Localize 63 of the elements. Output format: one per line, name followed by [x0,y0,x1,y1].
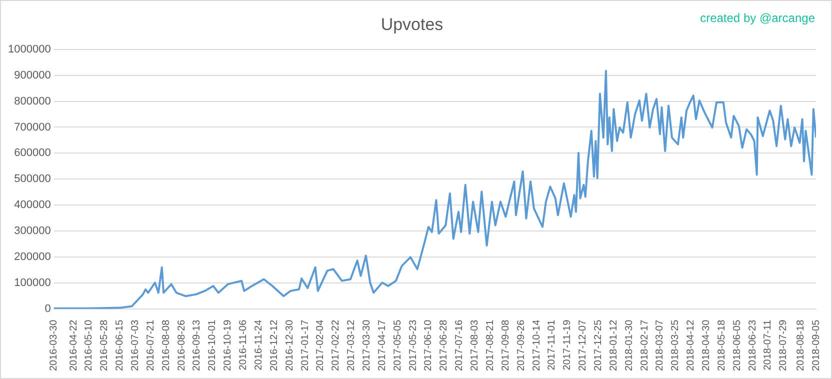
x-tick-label: 2017-02-22 [330,319,342,372]
chart-title: Upvotes [380,14,444,34]
x-tick-label: 2017-06-10 [423,319,434,372]
x-tick-label: 2018-04-12 [686,319,697,372]
y-tick-label: 900000 [14,69,51,82]
x-tick-label: 2017-08-03 [470,319,481,372]
x-tick-label: 2017-07-16 [454,319,466,372]
x-tick-label: 2016-10-01 [207,319,218,372]
x-tick-label: 2017-09-08 [500,319,512,372]
text: created by @arcange [700,11,815,25]
x-tick-label: 2017-03-30 [362,319,373,372]
x-tick-label: 2017-11-01 [546,319,558,370]
x-tick-label: 2017-09-26 [516,319,527,372]
x-tick-label: 2016-06-15 [114,319,126,372]
x-tick-label: 2017-10-14 [531,319,542,372]
x-tick-label: 2016-04-22 [68,319,80,372]
x-tick-label: 2016-07-03 [130,319,142,372]
y-tick-label: 700000 [14,121,51,134]
x-tick-label: 2016-12-30 [284,319,296,372]
x-tick-label: 2017-03-12 [346,319,358,372]
y-tick-label: 800000 [14,95,51,108]
x-tick-label: 2018-08-18 [795,319,806,372]
x-tick-label: 2018-02-17 [639,319,650,372]
x-tick-label: 2016-05-10 [84,319,95,372]
x-tick-label: 2016-08-08 [160,319,172,372]
x-tick-label: 2017-08-21 [484,319,496,372]
x-tick-label: 2016-08-26 [176,319,188,372]
x-tick-label: 2018-01-12 [608,319,620,372]
x-tick-label: 2016-11-06 [238,319,250,370]
y-tick-label: 1000000 [8,43,51,56]
y-tick-label: 300000 [14,225,51,238]
y-tick-label: 400000 [14,199,51,212]
x-tick-label: 2016-05-28 [99,319,110,372]
x-tick-label: 2017-04-17 [376,319,388,372]
x-tick-label: 2018-07-11 [762,319,774,370]
y-tick-label: 600000 [14,147,51,160]
x-tick-label: 2018-01-30 [624,319,635,372]
x-tick-label: 2016-11-24 [253,319,264,370]
y-tick-label: 200000 [14,250,51,263]
x-tick-label: 2018-03-07 [654,319,666,372]
x-tick-label: 2018-07-29 [778,319,790,372]
x-tick-label: 2016-07-21 [145,319,156,372]
x-tick-label: 2016-12-12 [268,319,280,372]
y-tick-label: 500000 [14,173,51,186]
x-tick-label: 2017-05-05 [392,319,404,372]
x-tick-label: 2018-04-30 [701,319,712,372]
x-tick-label: 2017-02-04 [315,319,326,372]
x-tick-label: 2017-12-07 [578,319,589,372]
x-tick-label: 2017-12-25 [592,319,604,372]
x-tick-label: 2018-06-23 [747,319,758,372]
x-tick-label: 2016-03-30 [48,319,60,372]
x-tick-label: 2016-09-13 [192,319,203,372]
x-tick-label: 2018-06-05 [732,319,743,372]
y-tick-label: 0 [44,302,51,315]
x-tick-label: 2018-05-18 [716,319,728,372]
x-tick-label: 2017-11-19 [562,319,574,370]
x-tick-label: 2017-06-28 [438,319,450,372]
y-tick-label: 100000 [14,276,51,289]
x-tick-label: 2017-01-17 [300,319,311,372]
x-tick-label: 2017-05-23 [408,319,419,372]
x-tick-label: 2018-03-25 [670,319,682,372]
x-tick-label: 2016-10-19 [222,319,234,372]
x-tick-label: 2018-09-05 [810,319,822,372]
